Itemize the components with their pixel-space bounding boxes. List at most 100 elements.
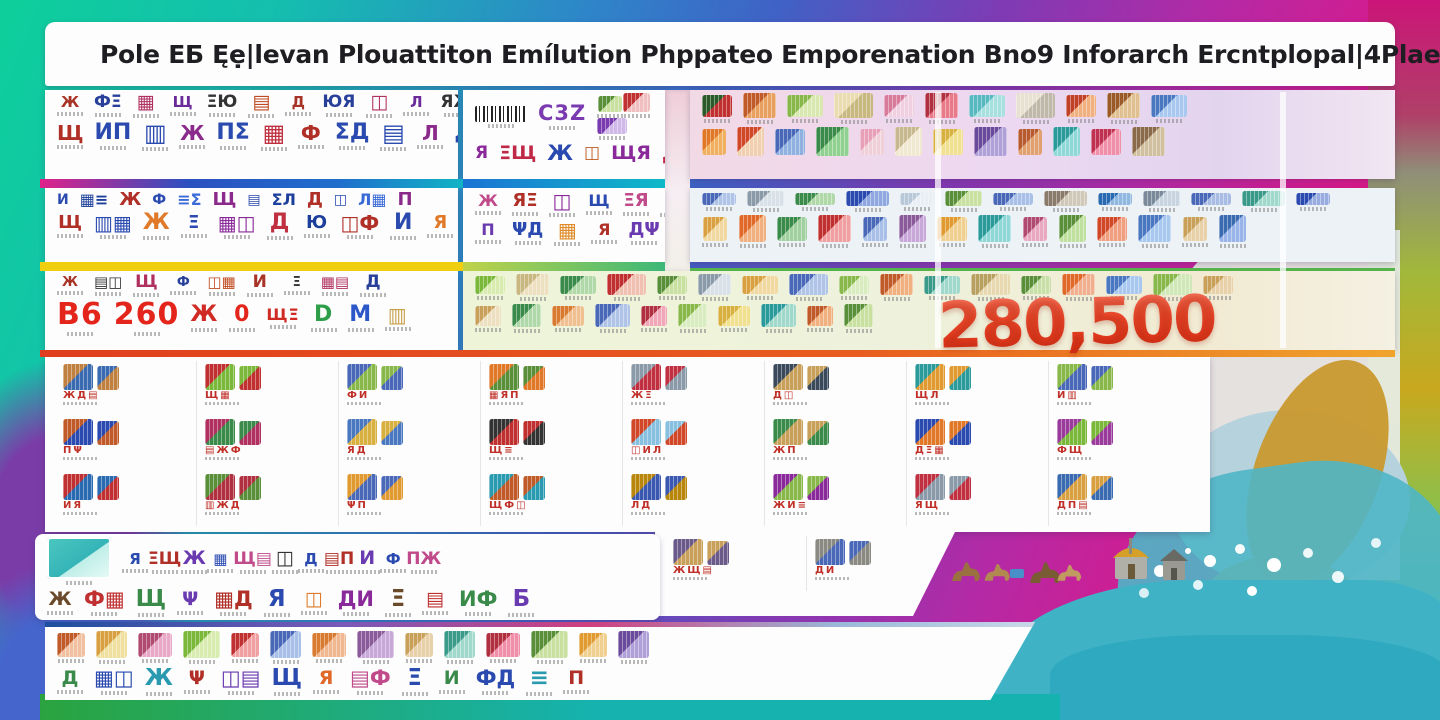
- logo-glyph: Ж: [181, 548, 208, 574]
- grid-card: ▦ЯП: [481, 361, 623, 416]
- logo-row: Щ▥▦ЖΞ▦◫ДЮ◫ФИЯФЖ: [45, 209, 458, 240]
- grid-card: ДИ: [807, 536, 949, 591]
- product-thumbnail: [1066, 94, 1096, 123]
- logo-band-2-left: И▦≡ЖФ≡ΣЩ▤ΣЛД◫Л▦П Щ▥▦ЖΞ▦◫ДЮ◫ФИЯФЖ: [45, 188, 458, 262]
- logo-row: C3Z: [463, 90, 665, 140]
- product-thumbnail: [623, 93, 651, 118]
- product-thumbnail: [739, 215, 766, 248]
- product-thumbnail: [1296, 192, 1330, 211]
- logo-glyph: Щ: [57, 214, 83, 238]
- brand-logo: 260: [114, 300, 180, 336]
- product-thumbnail: [743, 93, 776, 124]
- logo-glyph: ПΣ: [216, 122, 250, 150]
- logo-glyph: Щ: [136, 588, 166, 617]
- product-thumbnail: [579, 632, 607, 663]
- product-thumbnail: [1219, 215, 1246, 248]
- product-thumbnail: [475, 305, 501, 332]
- logo-glyph: Л: [417, 123, 444, 149]
- product-thumbnail: [862, 216, 888, 247]
- logo-glyph: Д: [306, 189, 323, 209]
- brand-band-left: Ж ▤◫ Щ Ф ◫▦ И Ξ ▦▤ Д B6 260 Ж 0 ЩΞ D M ▥: [45, 271, 458, 350]
- product-thumbnail: [860, 128, 884, 155]
- logo-glyph: Щ▤: [233, 550, 272, 574]
- logo-glyph: Щ: [57, 123, 84, 149]
- product-row: [463, 271, 1395, 301]
- product-thumbnail: [899, 215, 926, 248]
- catalog-grid: ЖД▤ Щ▦ ФИ ▦ЯП ЖΞ Д◫ ЩЛ И▥ ПΨ ▤ЖФ ЯД Щ≡ ◫ИЛ ЖП ДΞ▦ ФЩ ИЯ ▥…: [45, 357, 1210, 532]
- product-thumbnail: [834, 93, 873, 124]
- product-band-2-right: [690, 188, 1395, 262]
- divider-pink-blue: [40, 179, 465, 188]
- logo-glyph: Д: [662, 143, 665, 164]
- product-thumbnail: [884, 94, 914, 123]
- grid-card: ЩФ◫: [481, 471, 623, 526]
- grid-card: ЩЛ: [907, 361, 1049, 416]
- logo-glyph: Ж: [145, 667, 173, 696]
- logo-glyph: ≡Σ: [177, 190, 202, 209]
- logo-glyph: ▤: [247, 192, 261, 208]
- product-thumbnail: [789, 274, 828, 301]
- logo-glyph: Д: [57, 669, 83, 694]
- product-thumbnail: [597, 96, 624, 118]
- logo-glyph: Д: [297, 551, 324, 573]
- logo-glyph: И: [57, 192, 69, 208]
- grid-card: И▥: [1049, 361, 1191, 416]
- product-band-1-right: [690, 90, 1395, 179]
- product-thumbnail: [96, 631, 127, 664]
- logo-row: Ж Ф▦ Щ Ψ ▦Д Я ◫ ДИ Ξ ▤ ИФ Б: [35, 585, 660, 617]
- grid-card: Д◫: [765, 361, 907, 416]
- logo-glyph: Ж: [57, 95, 83, 116]
- logo-glyph: Щ: [586, 193, 612, 215]
- catalog-grid-extension: ЖЩ▤ ДИ: [655, 532, 955, 616]
- logo-glyph: Ж: [119, 189, 142, 209]
- product-thumbnail: [846, 191, 889, 212]
- logo-glyph: ▥: [142, 121, 169, 151]
- logo-glyph: Ф: [297, 123, 324, 149]
- logo-glyph: ▦: [554, 220, 581, 246]
- logo-glyph: Щ: [169, 95, 196, 116]
- product-thumbnail: [531, 631, 568, 664]
- logo-band-2-middle: Ж ЯΞ ◫ Щ ΞЯ ▤ П ΨД ▦ Я ДΨ ◫: [463, 188, 665, 262]
- product-thumbnail: [1098, 192, 1132, 211]
- brand-logo: 0: [229, 304, 256, 332]
- product-thumbnail: [552, 305, 584, 332]
- brand-logo: M: [347, 304, 374, 332]
- grid-card: ФЩ: [1049, 416, 1191, 471]
- logo-glyph: ΞЮ: [207, 94, 237, 117]
- product-thumbnail: [444, 631, 475, 664]
- logo-glyph: И: [354, 548, 381, 574]
- product-thumbnail: [818, 215, 851, 248]
- logo-glyph: ▤Ф: [350, 668, 391, 695]
- logo-row: Ж ЯΞ ◫ Щ ΞЯ ▤: [463, 188, 665, 217]
- logo-glyph: ▦▤: [321, 275, 349, 296]
- logo-glyph: ЮЯ: [322, 94, 355, 117]
- product-thumbnail: [1021, 275, 1051, 300]
- logo-glyph: П: [563, 669, 590, 694]
- product-row: [45, 622, 1035, 664]
- logo-glyph: Ξ: [283, 276, 310, 295]
- brand-logo: ▥: [384, 305, 411, 331]
- logo-glyph: Ж: [475, 193, 501, 215]
- wave-foam-dots: [1185, 548, 1191, 554]
- logo-glyph: ◫: [584, 143, 601, 163]
- grid-card: ЛД: [623, 471, 765, 526]
- product-thumbnail: [937, 216, 967, 247]
- product-thumbnail: [1182, 216, 1208, 247]
- logo-glyph: Ж: [547, 141, 574, 164]
- grid-card: ФИ: [339, 361, 481, 416]
- grid-card: ЖП: [765, 416, 907, 471]
- panel-seam: [1280, 92, 1286, 348]
- logo-glyph: ▤◫: [94, 275, 122, 296]
- grid-card: ▤ЖФ: [197, 416, 339, 471]
- product-thumbnail: [516, 274, 549, 301]
- wave-shape-deep: [1050, 635, 1440, 720]
- grid-card: ЖИ≡: [765, 471, 907, 526]
- logo-row: ЖФΞ▦ЩΞЮ▤ДЮЯ◫ЛЯЖ▧Б: [45, 90, 458, 118]
- logo-glyph: Д: [360, 274, 387, 297]
- product-thumbnail: [775, 128, 805, 155]
- product-thumbnail: [1053, 127, 1080, 156]
- logo-glyph: ДБ: [454, 122, 458, 150]
- logo-glyph: Ю: [303, 214, 330, 238]
- product-thumbnail: [641, 305, 667, 332]
